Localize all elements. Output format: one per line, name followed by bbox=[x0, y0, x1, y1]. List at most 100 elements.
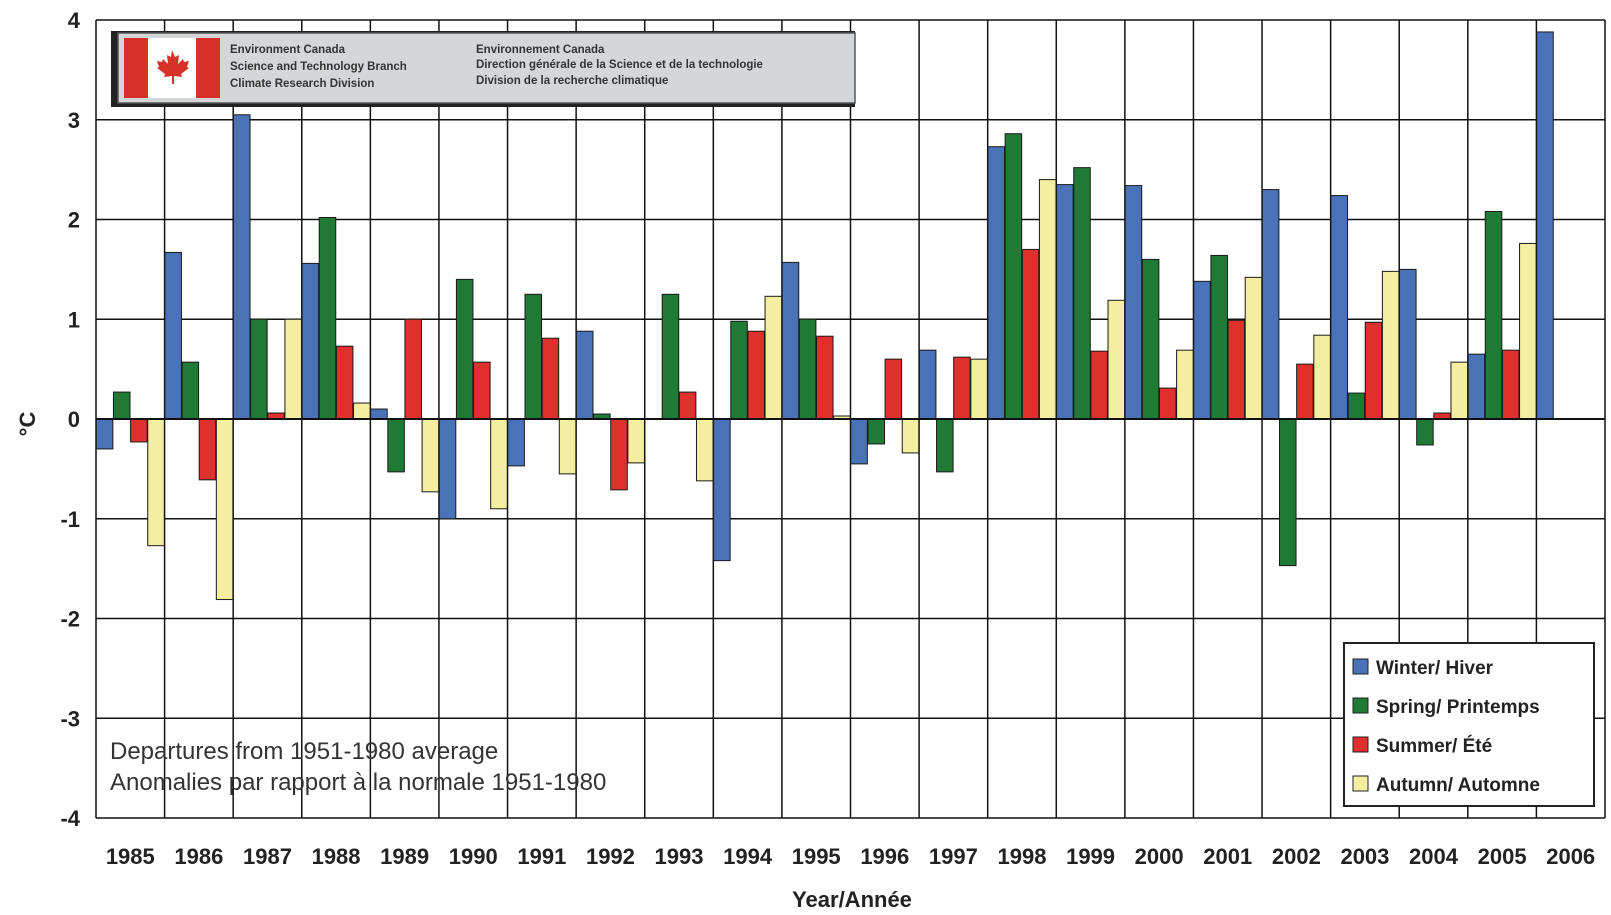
legend-swatch bbox=[1352, 736, 1369, 753]
y-tick-label: 0 bbox=[68, 407, 80, 432]
bar bbox=[130, 418, 148, 443]
bar bbox=[695, 418, 714, 482]
bar bbox=[1244, 276, 1263, 420]
bar bbox=[370, 408, 388, 420]
logo-fr-line-3: Division de la recherche climatique bbox=[476, 75, 668, 87]
bar bbox=[850, 418, 868, 465]
y-tick-label: -2 bbox=[60, 607, 80, 632]
x-tick-label: 2001 bbox=[1203, 844, 1252, 869]
bar bbox=[1141, 258, 1160, 420]
x-tick-label: 2002 bbox=[1272, 844, 1321, 869]
y-tick-label: -3 bbox=[60, 706, 80, 731]
y-tick-label: -1 bbox=[60, 507, 80, 532]
x-tick-label: 1999 bbox=[1066, 844, 1115, 869]
bar bbox=[301, 262, 320, 420]
x-tick-label: 1994 bbox=[723, 844, 773, 869]
x-tick-label: 1989 bbox=[380, 844, 429, 869]
bar bbox=[421, 418, 440, 493]
legend-label: Autumn/ Automne bbox=[1376, 775, 1540, 796]
bar bbox=[232, 114, 251, 420]
bar bbox=[781, 261, 800, 420]
x-tick-label: 1992 bbox=[586, 844, 635, 869]
bar bbox=[884, 358, 903, 420]
bar bbox=[541, 337, 560, 420]
bar bbox=[1364, 321, 1383, 420]
y-axis-label: °C bbox=[15, 412, 40, 437]
bar bbox=[524, 293, 543, 420]
canada-flag-icon bbox=[124, 38, 220, 98]
bar bbox=[610, 418, 628, 491]
x-tick-label: 1995 bbox=[792, 844, 841, 869]
bar bbox=[1399, 268, 1417, 420]
annotation-line-1: Departures from 1951-1980 average bbox=[110, 738, 498, 765]
bar bbox=[404, 318, 423, 420]
bar bbox=[1330, 195, 1348, 420]
bar bbox=[575, 330, 594, 420]
bar bbox=[987, 146, 1006, 420]
bar bbox=[1278, 418, 1297, 567]
y-tick-label: 4 bbox=[68, 8, 81, 33]
bar bbox=[1416, 418, 1434, 446]
x-tick-label: 2000 bbox=[1135, 844, 1184, 869]
legend-swatch bbox=[1352, 658, 1369, 675]
bar bbox=[1021, 248, 1040, 420]
bar bbox=[250, 318, 268, 420]
x-axis-label: Year/Année bbox=[792, 887, 912, 912]
bar bbox=[1004, 133, 1023, 420]
y-tick-label: 1 bbox=[68, 307, 80, 332]
bar bbox=[936, 418, 954, 473]
logo-en-line-3: Climate Research Division bbox=[230, 78, 374, 90]
bar bbox=[953, 356, 971, 420]
bar bbox=[1176, 349, 1194, 420]
bar bbox=[335, 345, 354, 420]
bar bbox=[798, 318, 817, 420]
bar bbox=[918, 349, 937, 420]
bar bbox=[1090, 350, 1108, 420]
bar bbox=[455, 278, 474, 420]
bar bbox=[678, 391, 697, 420]
bar bbox=[438, 418, 457, 520]
bar bbox=[1193, 280, 1211, 420]
bar bbox=[627, 418, 645, 464]
y-axis-ticks: 4 3 2 1 0 -1 -2 -3 -4 bbox=[60, 8, 80, 831]
bar bbox=[970, 358, 988, 420]
bar bbox=[558, 418, 577, 475]
annotation-line-2: Anomalies par rapport à la normale 1951-… bbox=[110, 769, 606, 796]
bar bbox=[473, 361, 491, 420]
bar bbox=[747, 330, 765, 420]
bar bbox=[1038, 179, 1057, 420]
bar bbox=[1124, 185, 1143, 420]
logo-en-line-1: Environment Canada bbox=[230, 44, 346, 56]
bar bbox=[1261, 189, 1280, 420]
bar bbox=[215, 418, 234, 601]
bar bbox=[661, 293, 680, 420]
environment-canada-logo: Environment Canada Science and Technolog… bbox=[111, 31, 856, 107]
bar bbox=[95, 418, 114, 450]
x-tick-label: 1997 bbox=[929, 844, 978, 869]
x-tick-label: 2004 bbox=[1409, 844, 1459, 869]
legend-box bbox=[1343, 642, 1595, 807]
bar bbox=[730, 320, 748, 420]
bar bbox=[1073, 167, 1091, 420]
x-tick-label: 2005 bbox=[1478, 844, 1527, 869]
bar bbox=[1158, 387, 1177, 420]
bar bbox=[164, 251, 182, 420]
x-tick-label: 1987 bbox=[243, 844, 292, 869]
bar bbox=[507, 418, 525, 467]
x-axis-ticks: 1985 1986 1987 1988 1989 1990 1991 1992 1993 1994… bbox=[106, 844, 1595, 869]
bar bbox=[387, 418, 405, 473]
x-tick-label: 1986 bbox=[174, 844, 223, 869]
legend-items: Winter/ Hiver Spring/ Printemps Summer/ Ét… bbox=[1352, 658, 1540, 796]
legend-label: Winter/ Hiver bbox=[1376, 658, 1494, 679]
bar bbox=[901, 418, 920, 454]
bar bbox=[1227, 319, 1246, 420]
x-tick-label: 1988 bbox=[312, 844, 361, 869]
y-tick-label: 2 bbox=[68, 208, 80, 233]
bar bbox=[147, 418, 165, 547]
bar bbox=[1519, 242, 1537, 420]
bar bbox=[1536, 31, 1554, 420]
x-tick-label: 1996 bbox=[860, 844, 909, 869]
bar bbox=[1313, 334, 1331, 420]
x-tick-label: 1993 bbox=[655, 844, 704, 869]
logo-panel bbox=[117, 32, 856, 104]
